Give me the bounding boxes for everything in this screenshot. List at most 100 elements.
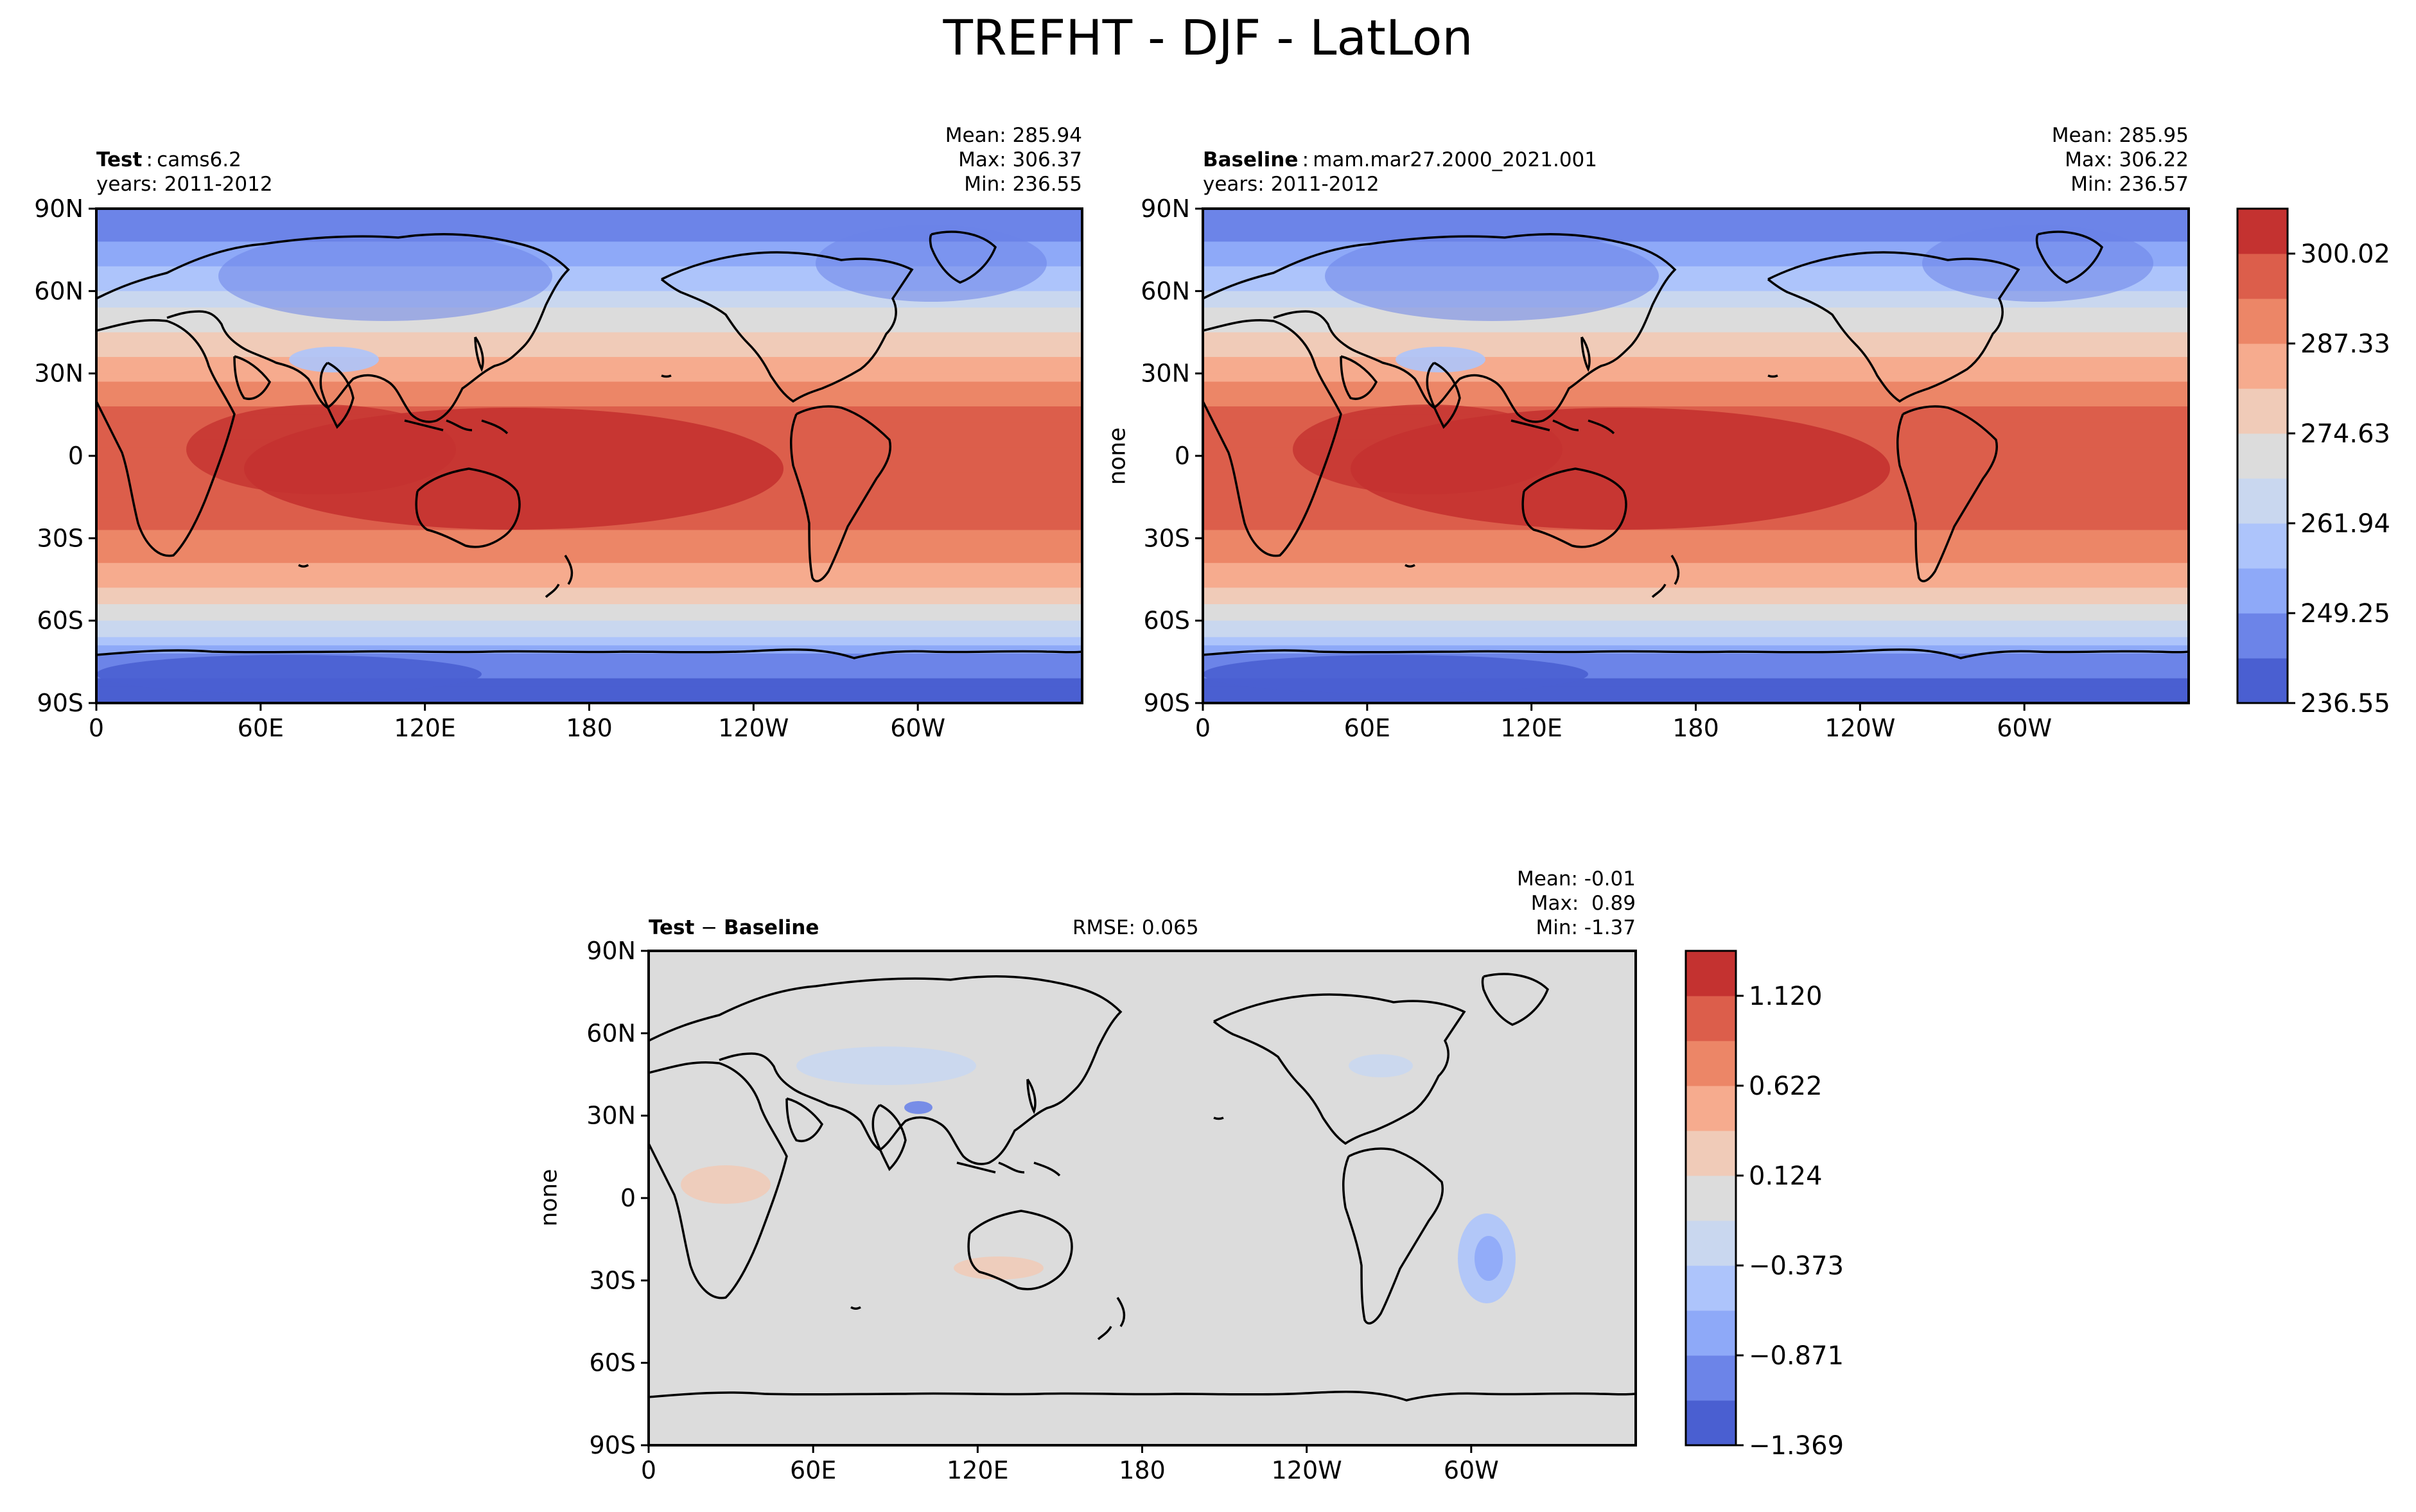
test-lat-band (96, 315, 1082, 325)
baseline-ytick-label: 90S (1144, 689, 1190, 717)
diff-asia-cold (904, 1101, 932, 1114)
baseline-min: Min: 236.57 (2070, 173, 2189, 196)
baseline-lat-band (1203, 398, 2189, 407)
test-xtick-label: 60W (890, 714, 945, 742)
baseline-xtick-label: 0 (1195, 714, 1211, 742)
baseline-lat-band (1203, 620, 2189, 630)
test-siberia-cold (218, 231, 552, 321)
diff-colorbar-level (1686, 1265, 1736, 1311)
baseline-lat-band (1203, 637, 2189, 647)
baseline-tibet-cold (1396, 347, 1485, 372)
test-antarctic-cold (96, 655, 482, 693)
abs-colorbar-level (2237, 613, 2288, 659)
test-lat-band (96, 620, 1082, 630)
baseline-label: Baseline : mam.mar27.2000_2021.001 (1203, 148, 1597, 171)
baseline-lat-band (1203, 381, 2189, 391)
abs-colorbar-level (2237, 388, 2288, 434)
baseline-lat-band (1203, 209, 2189, 218)
diff-colorbar-level (1686, 996, 1736, 1041)
test-ytick-label: 90N (34, 195, 83, 223)
baseline-siberia-cold (1325, 231, 1659, 321)
diff-canada-mixed (1349, 1054, 1413, 1077)
diff-colorbar-level (1686, 1310, 1736, 1356)
test-min: Min: 236.55 (964, 173, 1082, 196)
test-lat-band (96, 308, 1082, 317)
test-lat-band (96, 332, 1082, 342)
baseline-ytick-label: 60S (1144, 607, 1190, 635)
diff-ytick-label: 90S (590, 1431, 636, 1459)
baseline-lat-band (1203, 612, 2189, 621)
baseline-lat-band (1203, 225, 2189, 234)
diff-colorbar-level (1686, 1086, 1736, 1131)
test-ytick-label: 60S (37, 607, 83, 635)
abs-colorbar-tick-label: 236.55 (2300, 689, 2390, 718)
baseline-lat-band (1203, 555, 2189, 564)
test-lat-band (96, 365, 1082, 374)
baseline-lat-band (1203, 587, 2189, 597)
abs-colorbar-level (2237, 568, 2288, 614)
abs-colorbar-frame (2236, 207, 2289, 704)
diff-colorbar-tick-label: 1.120 (1749, 982, 1823, 1011)
diff-xtick-label: 60E (790, 1456, 836, 1484)
baseline-ylabel: none (1104, 427, 1131, 485)
baseline-ytick-label: 0 (1175, 442, 1190, 470)
test-lat-band (96, 349, 1082, 358)
test-mean: Mean: 285.94 (945, 124, 1082, 147)
baseline-mean: Mean: 285.95 (2051, 124, 2189, 147)
test-lat-band (96, 555, 1082, 564)
test-ytick-label: 30S (37, 524, 83, 552)
diff-colorbar-tick-label: 0.622 (1749, 1072, 1823, 1101)
diff-ytick-label: 60N (586, 1019, 636, 1047)
baseline-xtick-label: 180 (1672, 714, 1719, 742)
diff-xtick-label: 180 (1119, 1456, 1166, 1484)
diff-label: Test − Baseline (649, 916, 819, 940)
test-lat-band (96, 612, 1082, 621)
test-lat-band (96, 381, 1082, 391)
diff-ytick-label: 30S (590, 1266, 636, 1294)
diff-xtick-label: 60W (1444, 1456, 1499, 1484)
test-xtick-label: 120E (394, 714, 456, 742)
baseline-max: Max: 306.22 (2065, 148, 2189, 171)
test-lat-band (96, 579, 1082, 589)
baseline-lat-band (1203, 546, 2189, 555)
baseline-lat-band (1203, 579, 2189, 589)
test-lat-band (96, 562, 1082, 572)
baseline-lat-band (1203, 530, 2189, 539)
baseline-canada-cold (1922, 225, 2153, 302)
diff-ytick-label: 60S (590, 1349, 636, 1377)
abs-colorbar-level (2237, 433, 2288, 479)
test-lat-band (96, 209, 1082, 218)
diff-xtick-label: 120E (947, 1456, 1009, 1484)
diff-colorbar-frame (1685, 950, 1737, 1447)
diff-colorbar: −1.369 −0.871 −0.373 0.124 0.622 1.120 (1685, 950, 1844, 1461)
diff-colorbar-level (1686, 1400, 1736, 1446)
test-lat-band (96, 637, 1082, 647)
diff-label-b: Baseline (724, 916, 819, 939)
baseline-xtick-label: 60W (1997, 714, 2052, 742)
baseline-xtick-label: 60E (1344, 714, 1390, 742)
diff-label-sep: − (701, 916, 718, 939)
diff-max: Max: 0.89 (1530, 892, 1636, 915)
test-lat-band (96, 216, 1082, 226)
figure-title: TREFHT - DJF - LatLon (943, 9, 1473, 66)
test-label-text: cams6.2 (157, 148, 241, 171)
diff-background (649, 951, 1636, 1445)
diff-ytick-label: 30N (586, 1102, 636, 1130)
diff-colorbar-tick-label: −0.373 (1749, 1251, 1844, 1281)
test-indian-warm (186, 404, 456, 494)
baseline-ytick-label: 30N (1141, 360, 1190, 388)
baseline-panel (1202, 207, 2190, 704)
baseline-label-text: mam.mar27.2000_2021.001 (1313, 148, 1597, 171)
abs-colorbar-level (2237, 523, 2288, 569)
abs-colorbar-level (2237, 299, 2288, 344)
test-stats: Mean: 285.94 Max: 306.37 Min: 236.55 (945, 123, 1082, 196)
baseline-lat-band (1203, 562, 2189, 572)
test-lat-band (96, 604, 1082, 613)
test-lat-band (96, 373, 1082, 383)
test-xtick-label: 0 (89, 714, 104, 742)
diff-colorbar-tick-label: 0.124 (1749, 1161, 1823, 1191)
abs-colorbar-tick-label: 274.63 (2300, 419, 2390, 449)
test-lat-band (96, 695, 1082, 703)
